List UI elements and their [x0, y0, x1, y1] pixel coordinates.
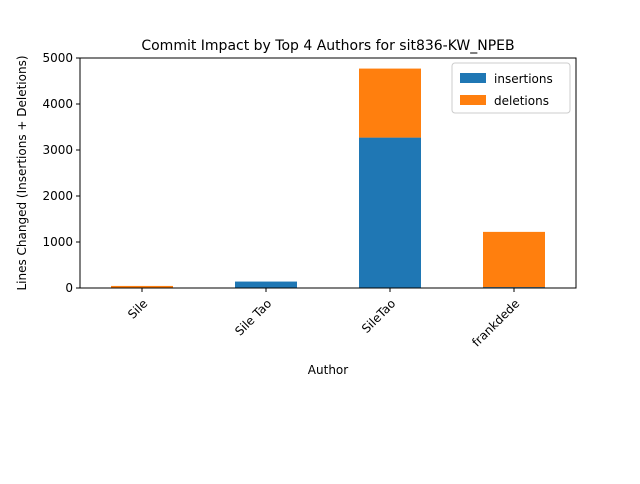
x-axis-label: Author — [308, 363, 348, 377]
x-tick-label: SileTao — [359, 296, 398, 335]
x-tick-label: frankdede — [469, 296, 522, 349]
bar-deletions-0 — [111, 286, 173, 288]
y-axis-label: Lines Changed (Insertions + Deletions) — [15, 55, 29, 290]
y-tick-label: 2000 — [42, 189, 73, 203]
x-axis: Sile Sile Tao SileTao frankdede — [125, 288, 522, 350]
legend-label-deletions: deletions — [494, 94, 549, 108]
legend: insertions deletions — [452, 63, 570, 113]
y-axis: 0 1000 2000 3000 4000 5000 — [42, 51, 80, 295]
legend-label-insertions: insertions — [494, 72, 553, 86]
bar-deletions-3 — [483, 232, 545, 287]
legend-swatch-deletions — [460, 95, 486, 105]
y-tick-label: 1000 — [42, 235, 73, 249]
bar-insertions-2 — [359, 138, 421, 288]
y-tick-label: 0 — [65, 281, 73, 295]
bar-deletions-2 — [359, 69, 421, 138]
x-tick-label: Sile Tao — [232, 296, 274, 338]
bar-insertions-1 — [235, 282, 297, 288]
y-tick-label: 3000 — [42, 143, 73, 157]
legend-swatch-insertions — [460, 73, 486, 83]
x-tick-label: Sile — [125, 296, 150, 321]
chart-title: Commit Impact by Top 4 Authors for sit83… — [141, 38, 514, 54]
y-tick-label: 4000 — [42, 97, 73, 111]
y-tick-label: 5000 — [42, 51, 73, 65]
